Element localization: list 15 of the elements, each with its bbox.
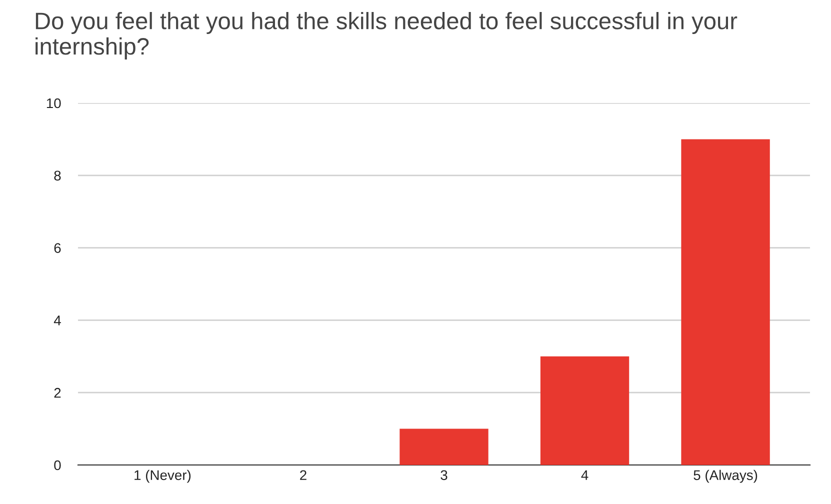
x-tick-label: 3 xyxy=(440,470,448,480)
chart-title: Do you feel that you had the skills needed to feel successful in your internship? xyxy=(36,12,738,60)
y-tick-label: 10 xyxy=(46,98,61,108)
bar xyxy=(540,356,630,465)
y-tick-label: 4 xyxy=(54,316,61,326)
x-tick-label: 5 (Always) xyxy=(694,470,758,483)
x-tick-label: 1 (Never) xyxy=(134,470,191,483)
x-tick-label: 2 xyxy=(300,470,306,480)
bar xyxy=(681,139,770,465)
bar xyxy=(400,428,488,465)
y-tick-label: 2 xyxy=(54,388,61,398)
y-tick-label: 0 xyxy=(54,460,61,470)
y-tick-label: 8 xyxy=(54,170,61,181)
x-tick-label: 4 xyxy=(581,470,588,480)
y-tick-label: 6 xyxy=(54,243,61,253)
